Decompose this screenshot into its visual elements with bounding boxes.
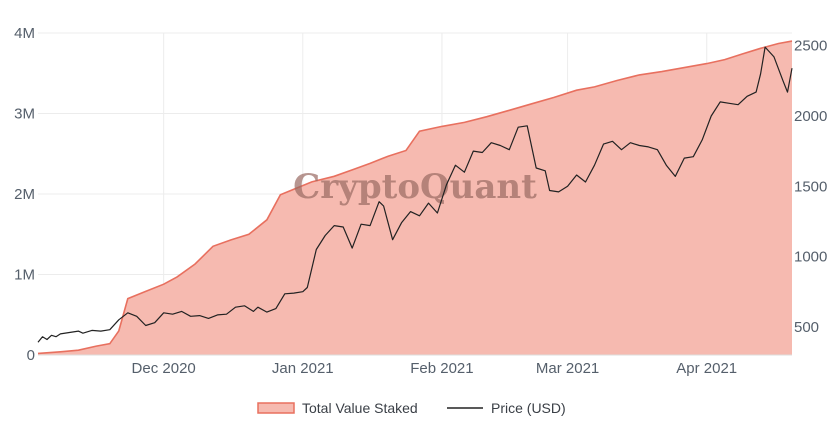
x-tick-label: Feb 2021 [410, 360, 473, 377]
y-right-tick-label: 2000 [794, 108, 827, 125]
x-tick-label: Apr 2021 [676, 360, 737, 377]
x-tick-label: Mar 2021 [536, 360, 599, 377]
y-left-tick-label: 0 [27, 347, 35, 364]
line-total-value-staked [37, 40, 793, 355]
y-left-tick-label: 1M [14, 267, 35, 284]
legend-label-price-usd: Price (USD) [491, 400, 566, 416]
y-left-tick-label: 2M [14, 186, 35, 203]
legend-label-total-value-staked: Total Value Staked [302, 400, 418, 416]
y-left-tick-label: 4M [14, 25, 35, 42]
y-right-tick-label: 500 [794, 319, 819, 336]
x-tick-label: Jan 2021 [272, 360, 334, 377]
y-right-tick-label: 1500 [794, 178, 827, 195]
area-total-value-staked [38, 41, 792, 355]
x-tick-label: Dec 2020 [132, 360, 196, 377]
y-right-tick-label: 1000 [794, 249, 827, 266]
y-right-tick-label: 2500 [794, 38, 827, 55]
line-price-usd [37, 46, 793, 343]
legend-swatch-total-value-staked [257, 402, 295, 414]
legend: Total Value Staked Price (USD) [257, 400, 566, 416]
watermark-logo: CryptoQuant [293, 167, 537, 207]
y-left-tick-label: 3M [14, 106, 35, 123]
